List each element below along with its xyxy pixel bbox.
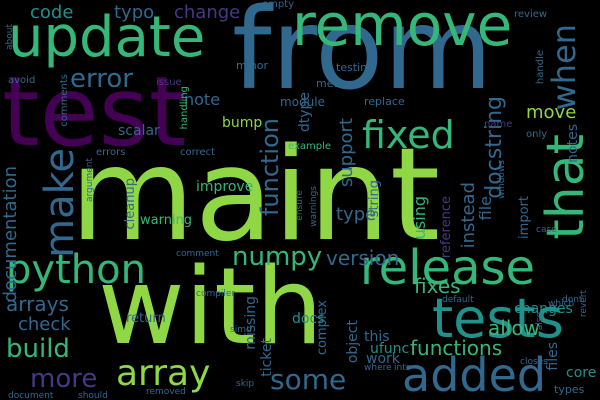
word-test: test bbox=[2, 56, 187, 168]
word-move: move bbox=[526, 102, 577, 123]
word-reference: reference bbox=[439, 196, 454, 259]
word-where: where bbox=[364, 363, 392, 373]
word-missing: missing bbox=[243, 296, 259, 350]
word-version: version bbox=[326, 246, 400, 270]
word-work: work bbox=[366, 351, 400, 367]
word-tests: tests bbox=[432, 287, 564, 350]
word-remove: remove bbox=[292, 0, 513, 59]
word-files: files bbox=[545, 342, 561, 371]
word-only: only bbox=[526, 129, 548, 140]
word-changes: changes bbox=[514, 301, 573, 317]
word-bump: bump bbox=[222, 115, 263, 131]
word-import: import bbox=[517, 196, 532, 239]
word-into: into bbox=[394, 363, 412, 373]
word-simd: simd bbox=[230, 325, 252, 335]
word-return: return bbox=[126, 311, 166, 326]
word-maint: maint bbox=[70, 121, 440, 270]
word-cleanup: cleanup bbox=[123, 178, 138, 230]
word-functions: functions bbox=[410, 336, 503, 360]
word-ensure: ensure bbox=[295, 190, 305, 221]
word-some: some bbox=[270, 363, 347, 396]
word-support: support bbox=[336, 118, 357, 188]
word-avoid: avoid bbox=[8, 75, 36, 86]
word-name: name bbox=[484, 119, 513, 130]
word-code: code bbox=[30, 2, 74, 23]
word-with: with bbox=[98, 245, 323, 368]
word-type: type bbox=[336, 204, 377, 225]
word-which: which bbox=[548, 299, 575, 309]
word-function: function bbox=[256, 118, 284, 217]
word-release: release bbox=[360, 240, 536, 296]
word-types: types bbox=[554, 383, 585, 396]
word-object: object bbox=[345, 320, 361, 364]
word-about: about bbox=[5, 24, 15, 50]
word-removed: removed bbox=[146, 387, 186, 397]
word-update: update bbox=[8, 5, 206, 70]
word-issue: issue bbox=[156, 77, 182, 88]
word-comments: comments bbox=[59, 74, 70, 127]
word-default: default bbox=[442, 295, 474, 305]
word-more: more bbox=[30, 364, 98, 394]
word-when: when bbox=[545, 24, 583, 111]
word-handling: handling bbox=[179, 86, 190, 130]
word-correct: correct bbox=[180, 147, 216, 158]
word-error: error bbox=[70, 64, 133, 94]
word-testing: testing bbox=[336, 61, 375, 74]
word-replace: replace bbox=[364, 95, 405, 108]
word-array: array bbox=[116, 353, 211, 394]
word-typo: typo bbox=[114, 2, 155, 23]
word-closes: closes bbox=[520, 357, 548, 367]
word-arrays: arrays bbox=[6, 292, 69, 316]
word-using: using bbox=[410, 196, 429, 240]
word-review: review bbox=[514, 9, 548, 20]
word-compiler: compiler bbox=[196, 289, 236, 299]
word-build: build bbox=[6, 334, 70, 364]
word-document: document bbox=[8, 391, 54, 400]
word-errors: errors bbox=[96, 147, 126, 158]
word-minor: minor bbox=[236, 59, 268, 72]
word-documentation: documentation bbox=[0, 166, 21, 303]
word-python: python bbox=[6, 247, 146, 293]
word-skip: skip bbox=[236, 379, 255, 389]
word-comment: comment bbox=[176, 249, 219, 259]
word-argument: argument bbox=[85, 158, 95, 203]
word-from: from bbox=[232, 0, 493, 115]
word-numpy: numpy bbox=[232, 242, 323, 272]
word-ufunc: ufunc bbox=[370, 341, 410, 357]
word-improve: improve bbox=[196, 179, 254, 195]
word-revert: revert bbox=[579, 290, 589, 318]
word-file: file bbox=[476, 196, 495, 221]
word-check: check bbox=[18, 314, 71, 335]
word-warnings: warnings bbox=[309, 186, 319, 227]
word-module: module bbox=[280, 95, 325, 109]
word-also: also bbox=[535, 312, 545, 331]
word-warning: warning bbox=[140, 213, 193, 228]
word-fixed: fixed bbox=[362, 113, 455, 157]
word-notes: notes bbox=[565, 124, 581, 163]
word-dont: dont bbox=[562, 295, 583, 305]
word-should: should bbox=[78, 391, 108, 400]
word-method: method bbox=[316, 77, 359, 90]
word-core: core bbox=[566, 365, 597, 381]
word-this: this bbox=[364, 329, 390, 345]
word-make: make bbox=[37, 148, 83, 258]
word-allow: allow bbox=[488, 316, 540, 340]
word-case: case bbox=[536, 225, 557, 235]
word-string: string bbox=[367, 180, 382, 218]
word-example: example bbox=[288, 141, 332, 152]
word-docs: docs bbox=[292, 311, 325, 327]
word-empty: empty bbox=[262, 0, 295, 10]
word-note: note bbox=[184, 90, 221, 109]
word-handle: handle bbox=[535, 50, 546, 85]
word-windows: windows bbox=[497, 160, 507, 199]
word-scalar: scalar bbox=[118, 123, 160, 139]
word-change: change bbox=[174, 2, 241, 23]
word-ticket: ticket bbox=[259, 338, 275, 377]
word-complex: complex bbox=[315, 300, 330, 356]
word-fixes: fixes bbox=[414, 274, 461, 298]
word-added: added bbox=[402, 348, 547, 400]
